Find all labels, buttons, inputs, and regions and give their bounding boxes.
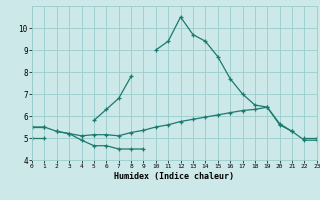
X-axis label: Humidex (Indice chaleur): Humidex (Indice chaleur) xyxy=(115,172,234,181)
